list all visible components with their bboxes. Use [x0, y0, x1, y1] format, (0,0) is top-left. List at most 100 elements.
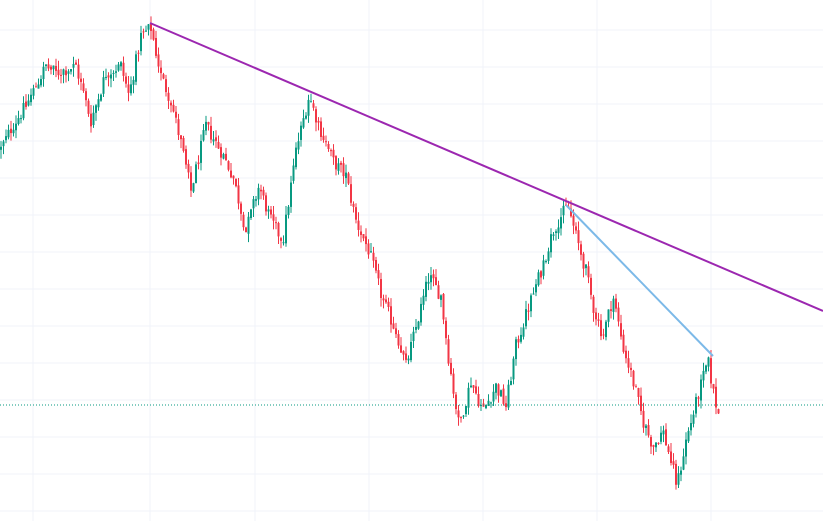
candle-up — [15, 115, 17, 139]
candle-down — [272, 206, 275, 230]
candle-body — [195, 164, 197, 184]
candle-down — [590, 273, 592, 300]
candle-body — [155, 38, 157, 56]
candle-down — [280, 236, 282, 249]
candle-up — [285, 206, 287, 247]
candle-up — [525, 300, 527, 330]
candle-body — [602, 334, 605, 336]
candle-body — [15, 123, 17, 131]
candle-body — [260, 189, 262, 192]
candle-down — [502, 384, 505, 406]
candle-body — [122, 62, 125, 76]
candle-body — [167, 92, 170, 101]
candle-down — [75, 59, 77, 65]
candle-body — [532, 293, 535, 295]
candle-up — [690, 414, 692, 436]
candle-body — [480, 405, 482, 407]
candle-up — [682, 448, 685, 471]
candle-down — [582, 251, 585, 278]
candle-up — [37, 78, 40, 89]
candle-up — [507, 379, 510, 410]
candle-down — [667, 444, 670, 454]
candle-down — [80, 72, 82, 91]
candle-body — [32, 88, 35, 96]
candle-down — [600, 314, 602, 341]
candle-down — [715, 378, 717, 415]
candle-body — [575, 226, 577, 231]
candle-body — [257, 187, 260, 200]
candle-down — [647, 419, 650, 438]
candle-body — [282, 242, 285, 244]
candle-body — [47, 64, 50, 69]
candle-down — [632, 369, 635, 390]
candle-up — [560, 208, 562, 236]
candle-down — [620, 314, 622, 340]
candle-body — [90, 113, 92, 127]
candle-body — [275, 222, 277, 224]
candle-body — [475, 386, 477, 394]
candle-down — [312, 100, 315, 111]
candle-up — [2, 139, 5, 155]
candle-body — [117, 64, 120, 71]
candle-body — [400, 345, 402, 353]
trend-lines — [0, 22, 823, 406]
candle-body — [57, 69, 60, 76]
candle-body — [525, 309, 527, 327]
candle-body — [637, 388, 640, 397]
candle-body — [327, 143, 330, 150]
candle-body — [442, 293, 445, 320]
candle-body — [627, 358, 630, 368]
candle-body — [535, 284, 537, 293]
candle-up — [492, 384, 495, 406]
candle-body — [310, 101, 312, 103]
candle-body — [530, 295, 532, 312]
candle-body — [22, 103, 25, 119]
candle-down — [122, 56, 125, 82]
candle-down — [142, 28, 145, 39]
candle-body — [682, 456, 685, 470]
candle-up — [97, 93, 100, 111]
candle-down — [355, 203, 357, 224]
candle-body — [365, 236, 367, 245]
candle-body — [237, 185, 240, 204]
candle-up — [110, 69, 112, 88]
candle-down — [87, 98, 90, 117]
candle-down — [225, 147, 227, 161]
candle-body — [110, 74, 112, 79]
candle-body — [60, 74, 62, 76]
candle-up — [202, 124, 205, 142]
candle-up — [287, 204, 290, 219]
candle-down — [317, 117, 320, 131]
candle-body — [670, 451, 672, 463]
candle-down — [575, 222, 577, 234]
candle-up — [520, 327, 522, 344]
candle-up — [95, 104, 97, 121]
candle-body — [360, 231, 362, 235]
candle-body — [267, 209, 270, 212]
candle-down — [365, 228, 367, 252]
candle-body — [170, 102, 172, 106]
candle-body — [217, 141, 220, 149]
candle-body — [160, 67, 162, 74]
candle-up — [200, 134, 202, 171]
candle-down — [627, 350, 630, 374]
candle-down — [187, 159, 190, 179]
candle-body — [180, 135, 182, 140]
candle-down — [227, 160, 230, 172]
candle-body — [205, 121, 207, 131]
candle-body — [242, 214, 245, 228]
candle-up — [145, 25, 147, 32]
candle-up — [5, 129, 7, 144]
candle-up — [120, 61, 122, 71]
candle-down — [642, 402, 645, 433]
candle-down — [235, 178, 237, 188]
candle-up — [67, 69, 70, 82]
candle-down — [325, 135, 327, 147]
candle-down — [175, 106, 177, 124]
candle-down — [47, 58, 50, 72]
candle-down — [435, 269, 437, 286]
candle-body — [112, 72, 115, 74]
candle-body — [200, 140, 202, 163]
candle-up — [345, 164, 347, 188]
